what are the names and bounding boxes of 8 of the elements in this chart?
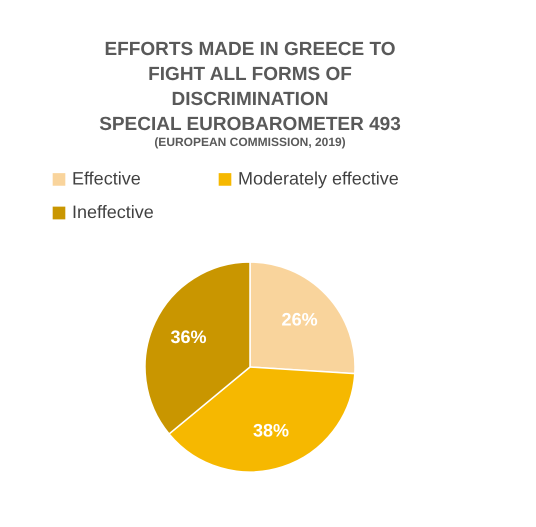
legend-label: Moderately effective (238, 168, 399, 188)
legend-label: Ineffective (72, 202, 154, 222)
chart-title: EFFORTS MADE IN GREECE TO FIGHT ALL FORMS OF DISCRIMINATION SPECIAL EUROBAROMETER 493 (99, 39, 401, 135)
data-label: 26% (282, 309, 318, 330)
data-label: 36% (170, 327, 206, 348)
chart-subtitle: (EUROPEAN COMMISSION, 2019) (154, 135, 346, 149)
data-label: 38% (253, 420, 290, 441)
legend-label: Effective (72, 168, 141, 188)
